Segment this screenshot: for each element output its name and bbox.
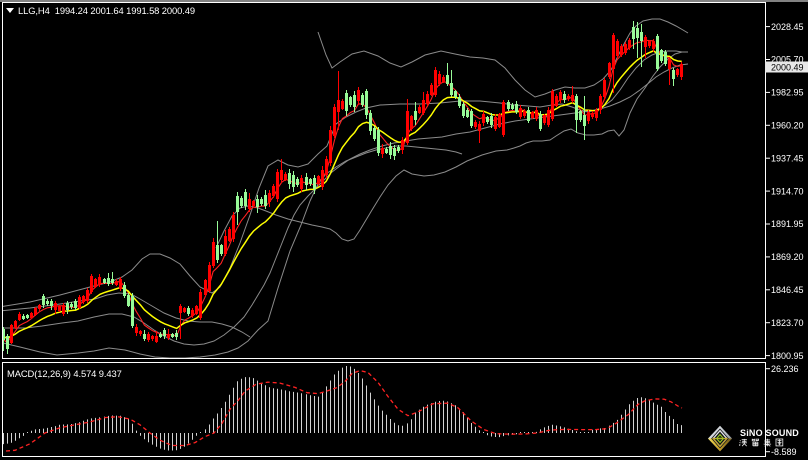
svg-text:2028.45: 2028.45	[771, 22, 804, 32]
svg-text:1891.95: 1891.95	[771, 219, 804, 229]
svg-text:1823.70: 1823.70	[771, 318, 804, 328]
svg-text:-8.589: -8.589	[771, 447, 797, 457]
svg-text:1846.45: 1846.45	[771, 285, 804, 295]
svg-text:1869.20: 1869.20	[771, 252, 804, 262]
svg-text:SiNO SOUND: SiNO SOUND	[740, 428, 799, 438]
svg-text:1800.95: 1800.95	[771, 351, 804, 361]
svg-text:26.236: 26.236	[771, 364, 799, 374]
svg-text:2000.49: 2000.49	[771, 63, 804, 73]
svg-text:2005.70: 2005.70	[771, 55, 804, 65]
svg-text:MACD(12,26,9) 4.574 9.437: MACD(12,26,9) 4.574 9.437	[7, 368, 122, 379]
svg-text:LLG,H4 1994.24 2001.64 1991.5: LLG,H4 1994.24 2001.64 1991.58 2000.49	[18, 5, 195, 16]
svg-text:1914.70: 1914.70	[771, 186, 804, 196]
svg-text:1982.95: 1982.95	[771, 88, 804, 98]
svg-text:1937.45: 1937.45	[771, 153, 804, 163]
svg-text:1960.20: 1960.20	[771, 121, 804, 131]
